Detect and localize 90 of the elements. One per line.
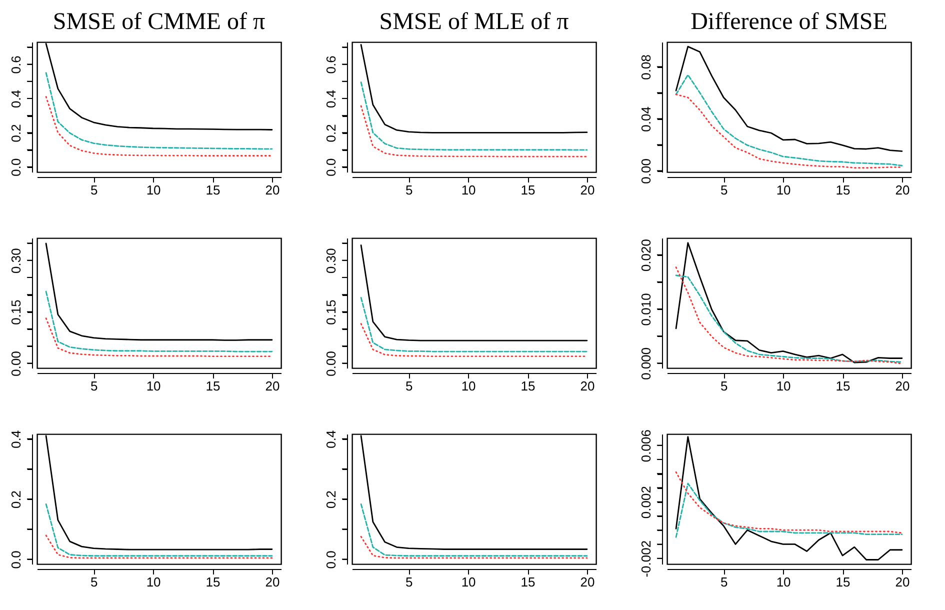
y-tick-label: -0.002 — [638, 540, 654, 578]
x-tick-label: 5 — [405, 378, 413, 394]
x-tick-label: 15 — [520, 378, 536, 394]
y-tick-label: 0.00 — [8, 351, 24, 376]
y-tick-label: 0.006 — [638, 430, 654, 462]
line-series — [675, 242, 903, 364]
x-tick-label: 15 — [836, 182, 850, 198]
y-tick-label: 0.08 — [638, 54, 654, 80]
line-series — [675, 74, 903, 166]
y-tick-label: 0.4 — [324, 430, 338, 448]
y-tick-label: 0.0 — [324, 550, 338, 569]
line-series — [675, 436, 903, 560]
line-series — [675, 94, 903, 169]
line-series — [360, 323, 588, 358]
y-tick-label: 0.15 — [8, 300, 24, 325]
y-tick-label: 0.00 — [638, 158, 654, 184]
y-tick-label: 0.30 — [324, 248, 338, 274]
y-tick-label: 0.2 — [8, 124, 24, 142]
line-series — [45, 290, 273, 352]
y-tick-label: 0.2 — [324, 124, 338, 142]
line-series — [45, 318, 273, 358]
line-series — [45, 96, 273, 156]
line-series — [45, 534, 273, 559]
x-tick-label: 5 — [720, 182, 728, 198]
x-tick-label: 5 — [90, 574, 98, 590]
x-tick-label: 10 — [461, 378, 476, 394]
y-tick-label: 0.6 — [324, 56, 338, 74]
x-tick-label: 10 — [461, 182, 476, 198]
x-tick-label: 20 — [265, 574, 280, 590]
x-tick-label: 10 — [776, 378, 791, 394]
y-tick-label: 0.30 — [8, 248, 24, 274]
x-tick-label: 20 — [265, 378, 280, 394]
y-tick-label: 0.002 — [638, 486, 654, 519]
x-tick-label: 20 — [580, 378, 595, 394]
line-series — [360, 536, 588, 559]
line-series — [45, 72, 273, 150]
line-series — [360, 296, 588, 352]
x-tick-label: 5 — [405, 182, 413, 198]
x-tick-label: 5 — [405, 574, 413, 590]
line-series — [360, 44, 588, 134]
x-tick-label: 15 — [520, 574, 536, 590]
line-series — [360, 105, 588, 158]
y-tick-label: 0.2 — [324, 490, 338, 509]
y-tick-label: 0.4 — [8, 430, 24, 448]
y-tick-label: 0.0 — [324, 158, 338, 176]
chart-title: Difference of SMSE — [690, 9, 888, 35]
y-tick-label: 0.0 — [8, 158, 24, 176]
x-tick-label: 15 — [836, 378, 850, 394]
y-tick-label: 0.15 — [324, 300, 338, 325]
chart-title: SMSE of CMME of π — [52, 9, 266, 35]
y-tick-label: 0.6 — [8, 56, 24, 74]
chart-title: SMSE of MLE of π — [379, 9, 569, 35]
x-tick-label: 10 — [146, 182, 161, 198]
x-tick-label: 5 — [90, 182, 98, 198]
y-tick-label: 0.010 — [638, 293, 654, 326]
line-series — [360, 503, 588, 557]
line-series — [360, 244, 588, 342]
y-tick-label: 0.020 — [638, 239, 654, 272]
x-tick-label: 15 — [520, 182, 536, 198]
line-series — [675, 482, 903, 538]
y-tick-label: 0.00 — [324, 351, 338, 376]
x-tick-label: 10 — [776, 182, 791, 198]
x-tick-label: 20 — [895, 574, 910, 590]
x-tick-label: 20 — [895, 182, 910, 198]
line-series — [675, 471, 903, 534]
line-series — [45, 503, 273, 557]
y-tick-label: 0.4 — [324, 90, 338, 108]
x-tick-label: 15 — [206, 182, 220, 198]
y-tick-label: 0.4 — [8, 90, 24, 108]
line-series — [675, 46, 903, 152]
x-tick-label: 10 — [461, 574, 476, 590]
x-tick-label: 5 — [90, 378, 98, 394]
y-tick-label: 0.04 — [638, 106, 654, 132]
x-tick-label: 20 — [895, 378, 910, 394]
y-tick-label: 0.0 — [8, 550, 24, 569]
x-tick-label: 10 — [776, 574, 791, 590]
y-tick-label: 0.000 — [638, 347, 654, 380]
x-tick-label: 5 — [720, 378, 728, 394]
x-tick-label: 15 — [836, 574, 850, 590]
x-tick-label: 20 — [580, 574, 595, 590]
line-series — [360, 81, 588, 151]
x-tick-label: 15 — [206, 378, 220, 394]
x-tick-label: 15 — [206, 574, 220, 590]
x-tick-label: 20 — [265, 182, 280, 198]
line-series — [45, 242, 273, 341]
x-tick-label: 10 — [146, 378, 161, 394]
x-tick-label: 5 — [720, 574, 728, 590]
y-tick-label: 0.2 — [8, 490, 24, 509]
x-tick-label: 20 — [580, 182, 595, 198]
x-tick-label: 10 — [146, 574, 161, 590]
